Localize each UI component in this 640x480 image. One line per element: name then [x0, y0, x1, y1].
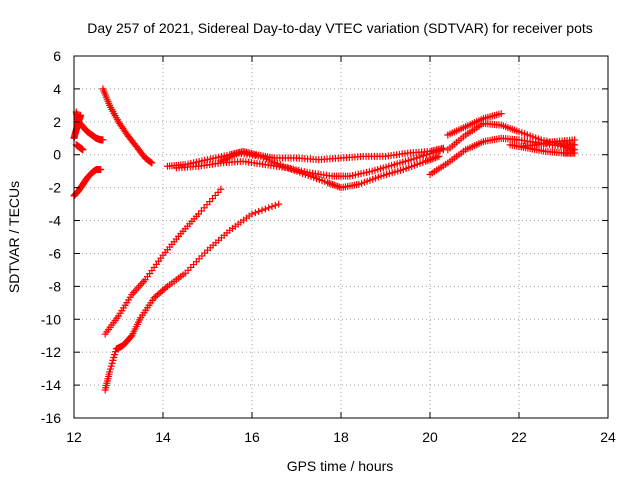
data-point: [217, 185, 225, 193]
y-tick-label: 6: [53, 48, 61, 64]
data-point: [79, 146, 87, 154]
data-point: [162, 284, 170, 292]
y-tick-label: -12: [41, 344, 61, 360]
data-point: [432, 154, 440, 162]
series-arc-c: [72, 141, 87, 154]
y-tick-label: -14: [41, 377, 61, 393]
data-point: [268, 203, 276, 211]
x-tick-label: 22: [511, 429, 527, 445]
y-tick-label: -8: [49, 278, 62, 294]
data-point: [571, 149, 579, 157]
y-tick-label: -6: [49, 245, 62, 261]
y-tick-label: -2: [49, 180, 62, 196]
chart-title: Day 257 of 2021, Sidereal Day-to-day VTE…: [87, 20, 593, 36]
data-point: [332, 182, 340, 190]
data-point: [423, 157, 431, 165]
data-point: [271, 201, 279, 209]
y-tick-label: -16: [41, 410, 61, 426]
data-point: [428, 155, 436, 163]
x-tick-label: 12: [66, 429, 82, 445]
data-point: [329, 181, 337, 189]
y-tick-label: -10: [41, 311, 61, 327]
y-axis-label: SDTVAR / TECUs: [6, 181, 22, 293]
x-tick-label: 20: [422, 429, 438, 445]
data-point: [77, 111, 85, 119]
data-markers: [70, 85, 579, 394]
y-tick-label: 4: [53, 81, 61, 97]
series-arc-j: [217, 149, 443, 192]
data-point: [419, 152, 427, 160]
series-arc-m: [444, 110, 505, 139]
data-point: [571, 136, 579, 144]
data-point: [422, 157, 430, 165]
series-arc-d: [70, 166, 105, 200]
data-point: [334, 182, 342, 190]
series-arc-e: [99, 85, 156, 167]
series-arc-l: [444, 119, 579, 154]
data-point: [146, 158, 154, 166]
data-point: [275, 200, 283, 208]
data-point: [427, 155, 435, 163]
data-point: [324, 179, 332, 187]
y-tick-label: -4: [49, 213, 62, 229]
data-point: [255, 207, 263, 215]
data-point: [325, 179, 333, 187]
series-arc-n: [506, 141, 579, 157]
data-point: [433, 153, 441, 161]
series-arc-g: [101, 200, 283, 394]
data-point: [258, 206, 266, 214]
y-tick-label: 2: [53, 114, 61, 130]
data-point: [99, 136, 107, 144]
x-tick-label: 16: [244, 429, 260, 445]
data-point: [261, 205, 269, 213]
series-arc-o: [515, 136, 579, 150]
y-tick-label: 0: [53, 147, 61, 163]
series-arc-f: [101, 185, 225, 338]
data-point: [425, 156, 433, 164]
x-tick-label: 14: [155, 429, 171, 445]
grid: [74, 56, 608, 418]
data-point: [330, 181, 338, 189]
data-point: [147, 158, 155, 166]
x-tick-label: 18: [333, 429, 349, 445]
data-point: [416, 153, 424, 161]
data-point: [248, 210, 256, 218]
data-point: [430, 154, 438, 162]
data-point: [251, 209, 259, 217]
series-arc-i: [172, 146, 447, 180]
x-axis-label: GPS time / hours: [287, 458, 394, 474]
data-point: [327, 180, 335, 188]
data-point: [97, 166, 105, 174]
data-point: [413, 154, 421, 162]
data-point: [148, 159, 156, 167]
data-point: [436, 147, 444, 155]
data-point: [435, 152, 443, 160]
x-tick-label: 24: [600, 429, 616, 445]
data-point: [265, 204, 273, 212]
data-point: [497, 110, 505, 118]
